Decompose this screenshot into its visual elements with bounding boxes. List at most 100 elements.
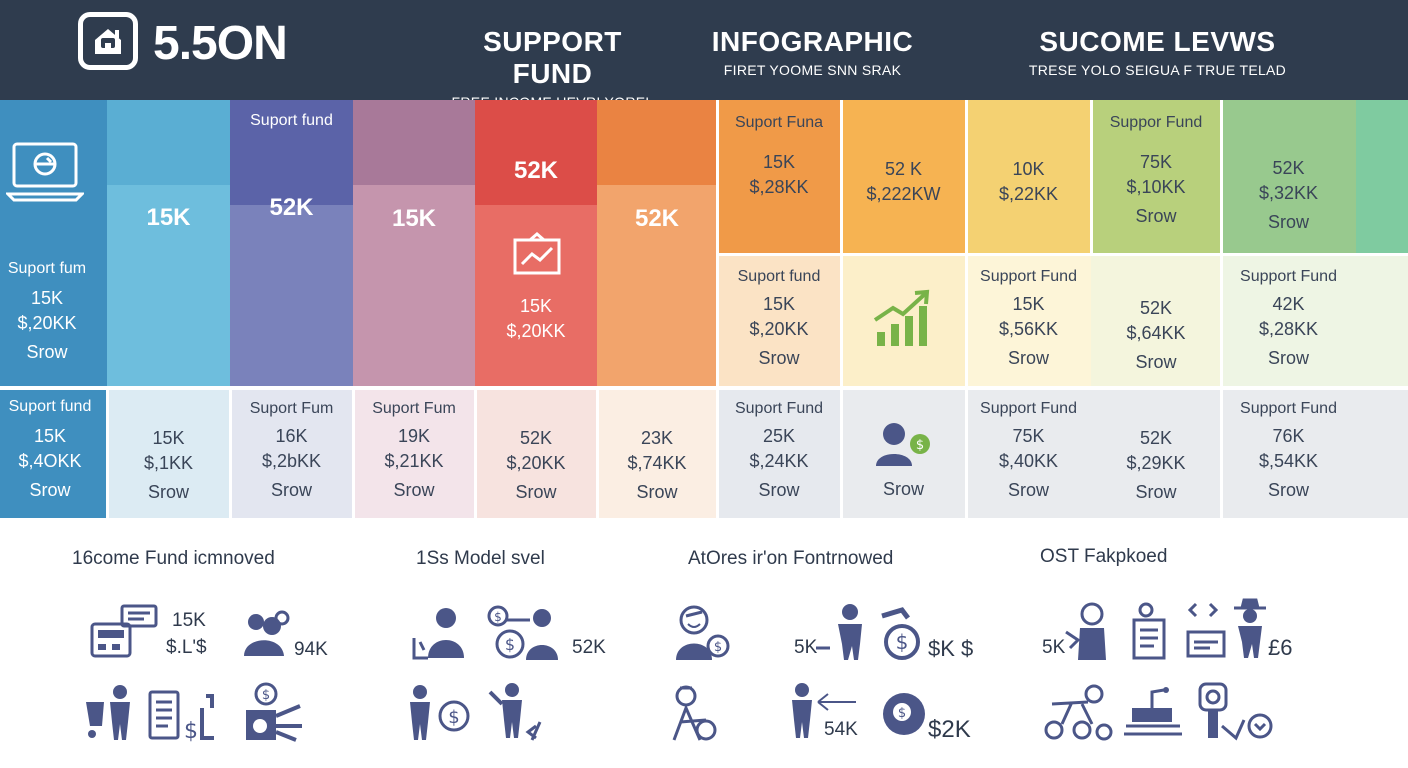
cell-value: 75K (1139, 152, 1173, 172)
cell-amount: $,40KK (998, 451, 1059, 471)
grid-cell: 10K $,22KK (966, 100, 1091, 253)
machine-icon (1044, 684, 1113, 741)
metric-text: £6 (1268, 635, 1293, 660)
cell-label: Suport Funa (734, 114, 824, 131)
cell-amount: $,54KK (1258, 451, 1319, 471)
cell-amount: $,22KK (998, 184, 1059, 204)
cell-label: Suport Fum (249, 400, 334, 417)
person-standing-icon (816, 604, 862, 660)
grid-cell: Suport Fum 16K $,2bKK Srow (230, 390, 353, 518)
cell-status: Srow (270, 480, 312, 500)
cell-status: Srow (758, 348, 800, 368)
cell-value: 52K (634, 205, 680, 232)
money-hand-icon: $ (246, 682, 302, 742)
worker-icon (1065, 602, 1106, 660)
metric-text: 15K (172, 610, 206, 631)
metric-text: $.L'$ (166, 637, 207, 658)
metric-text: $K $ (928, 636, 974, 661)
logo[interactable] (78, 12, 138, 70)
cell-status: Srow (882, 479, 924, 499)
cell-value: 23K (640, 428, 674, 448)
header-subtitle: TRESE YOLO SEIGUA F TRUE TELAD (1028, 62, 1287, 78)
cell-value: 16K (275, 426, 308, 446)
yin-coin-icon: $ (883, 693, 925, 735)
cell-status: Srow (26, 342, 68, 362)
cell-label: Suport fund (8, 398, 92, 415)
clipboard-icon: $ (148, 690, 214, 742)
section-title: 1Ss Model svel (416, 548, 545, 569)
person-desk-icon (412, 608, 464, 660)
cell-value: 52K (1272, 158, 1305, 178)
svg-text:$: $ (448, 707, 459, 728)
grid-cell: Support Fund 75K $,40KK Srow (966, 390, 1091, 518)
cell-value: 52K (269, 194, 314, 221)
cell-status: Srow (1135, 206, 1177, 226)
cell-amount: $,56KK (998, 319, 1059, 339)
logo-text: 5.5ON (153, 17, 288, 70)
cell-value: 42K (1272, 294, 1305, 314)
header-bar: 5.5ON SUPPORT FUND FREE INCOME UEVRI YOR… (0, 0, 1408, 110)
cell-status: Srow (1135, 352, 1177, 372)
header-title: INFOGRAPHIC (711, 26, 914, 57)
grid-cell: Suport Fund 25K $,24KK Srow (717, 390, 841, 518)
cell-amount: $,32KK (1258, 183, 1319, 203)
cell-amount: $,29KK (1126, 453, 1186, 473)
person-arrow-icon (792, 683, 856, 738)
cell-value: 15K (762, 294, 796, 314)
cash-register-icon (90, 604, 158, 658)
cell-value: 15K (152, 428, 185, 448)
metric-text: 52K (572, 637, 606, 658)
cell-amount: $,222KW (866, 184, 941, 204)
grid-cell: 52K $,32KK Srow (1221, 100, 1356, 253)
svg-text:$: $ (505, 635, 515, 654)
cell-value: 52K (513, 157, 559, 184)
section-title: OST Fakpkoed (1040, 546, 1168, 567)
grid-cell: Suppor Fund 75K $,10KK Srow (1091, 100, 1221, 253)
cell-value: 52 K (884, 159, 923, 179)
meter-icon (1198, 682, 1273, 741)
grid-cell: Suport fund 15K $,20KK Srow (717, 256, 841, 386)
section-title: 16come Fund icmnoved (72, 548, 275, 569)
cell-amount: $,64KK (1126, 323, 1186, 343)
cell-status: Srow (1267, 212, 1309, 232)
grid-cell (841, 256, 966, 386)
home-icon (95, 29, 121, 54)
cell-value: 76K (1272, 426, 1305, 446)
chart-frame-icon (513, 232, 561, 275)
cell-label: Suport fund (250, 112, 333, 129)
grid-cell: 15K (353, 100, 475, 386)
cell-amount: $,20KK (749, 319, 809, 339)
fund-grid: Suport fum 15K $,20KK Srow 15K Suport fu… (0, 100, 1408, 518)
metric-text: 5K (1042, 637, 1066, 658)
cell-amount: $,10KK (1126, 177, 1186, 197)
header-column-support-fund: SUPPORT FUND FREE INCOME UEVRI YOREL (440, 26, 665, 110)
svg-text:$: $ (494, 610, 502, 624)
cart-person-icon (86, 685, 130, 740)
workbench-icon (1124, 687, 1182, 736)
growth-chart-icon (873, 289, 930, 346)
person-dollar-icon: $ (876, 423, 930, 466)
cell-amount: $,20KK (506, 321, 566, 341)
cell-status: Srow (515, 482, 557, 502)
document-icon (1132, 602, 1166, 660)
grid-cell: 15K $,1KK Srow (107, 390, 230, 518)
cell-value: 52K (1139, 428, 1173, 448)
grid-cell: 15K (107, 100, 230, 386)
cell-amount: $,24KK (749, 451, 809, 471)
cell-amount: $,28KK (1258, 319, 1319, 339)
grid-cell: 52 K $,222KW (841, 100, 966, 253)
header-column-infographic: INFOGRAPHIC FIRET YOOME SNN SRAK (700, 26, 925, 78)
person-coins-icon: $ $ (487, 605, 558, 660)
grid-cell (1356, 100, 1408, 253)
coin-pouch-icon: $ (881, 607, 920, 660)
grid-cell: Support Fund 15K $,56KK Srow (966, 256, 1091, 386)
happy-person-icon: $ (676, 605, 730, 660)
grid-cell: Suport fund 15K $,4OKK Srow (0, 390, 107, 518)
cell-label: Support Fund (980, 400, 1077, 417)
team-icon (244, 610, 290, 656)
grid-cell: 23K $,74KK Srow (597, 390, 717, 518)
cell-value: 15K (519, 296, 553, 316)
cell-status: Srow (147, 482, 189, 502)
cell-label: Support Fund (1240, 268, 1337, 285)
cell-status: Srow (636, 482, 678, 502)
